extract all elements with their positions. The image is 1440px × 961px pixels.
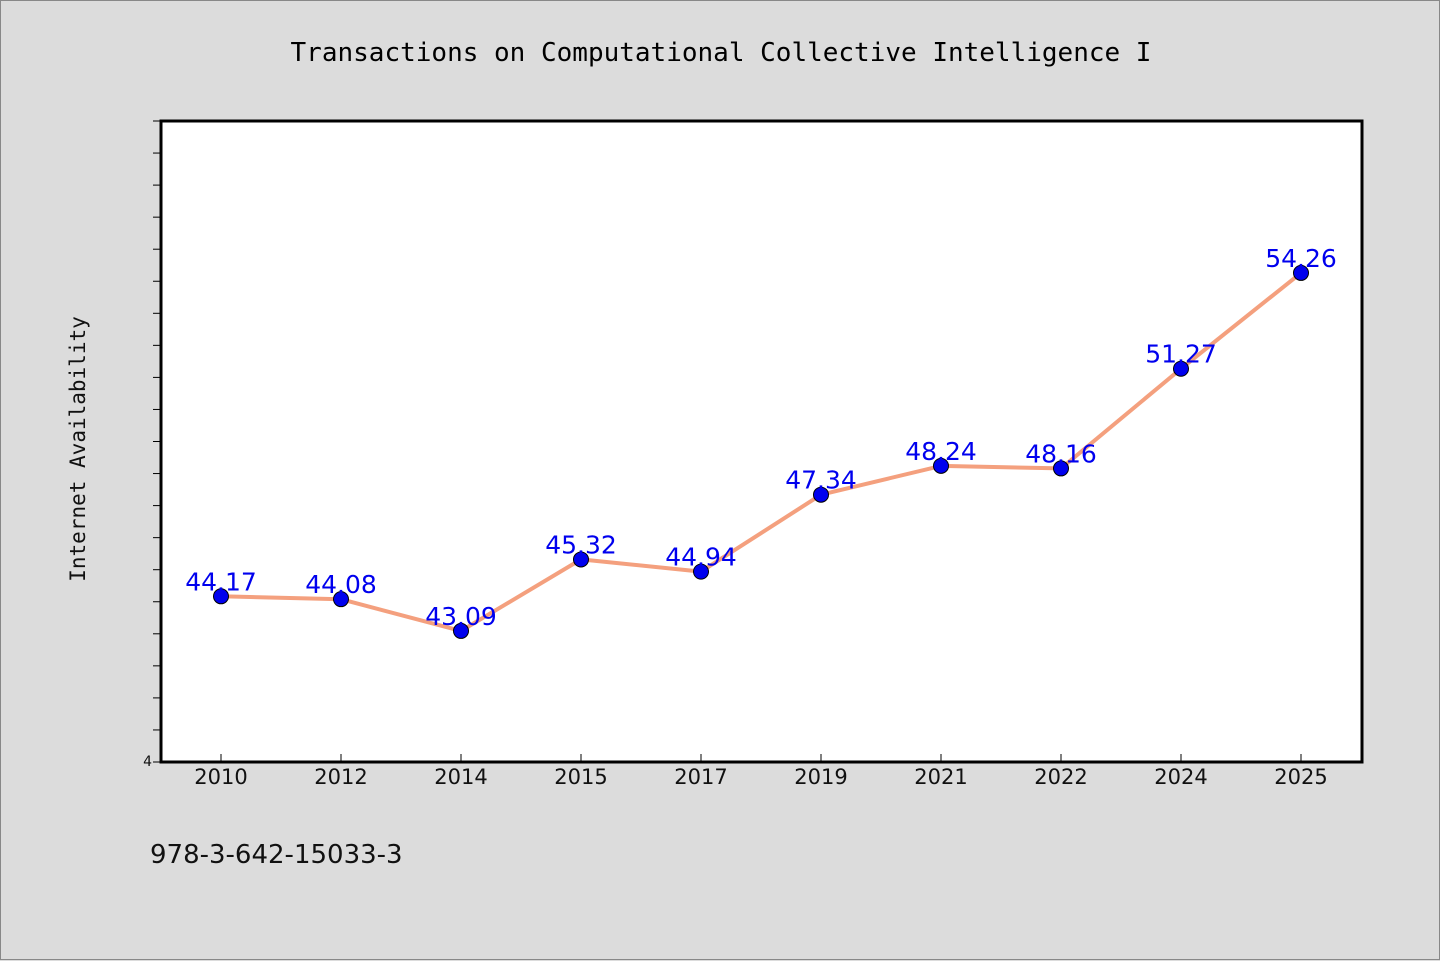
y-axis-label: Internet Availability: [66, 316, 90, 582]
data-point: [213, 588, 229, 605]
x-tick-label: 2014: [434, 765, 487, 789]
x-tick-label: 2019: [794, 765, 847, 789]
x-axis: 2010 2012 2014 2015 2017 2019 2021 2022 2024 2025: [194, 754, 1328, 789]
x-tick-label: 2021: [914, 765, 967, 789]
data-label: 44.94: [665, 543, 737, 572]
data-point: [453, 622, 469, 639]
data-points: [213, 264, 1309, 639]
data-label: 43.09: [425, 602, 497, 631]
x-tick-label: 2012: [314, 765, 367, 789]
data-point: [573, 551, 589, 568]
chart-title: Transactions on Computational Collective…: [291, 38, 1152, 68]
data-label: 47.34: [785, 466, 857, 495]
x-tick-label: 2024: [1154, 765, 1207, 789]
data-point: [1293, 264, 1309, 281]
data-label: 48.24: [905, 437, 977, 466]
data-labels: 44.17 44.08 43.09 45.32 44.94 47.34 48.24 48.16…: [185, 244, 1337, 631]
x-tick-label: 2015: [554, 765, 607, 789]
x-tick-label: 2022: [1034, 765, 1087, 789]
data-point: [1173, 360, 1189, 377]
data-point: [933, 457, 949, 474]
data-label: 51.27: [1145, 340, 1217, 369]
plot-border: [159, 119, 1364, 764]
x-tick-label: 2010: [194, 765, 247, 789]
data-point: [333, 591, 349, 608]
x-tick-label: 2025: [1274, 765, 1327, 789]
x-tick-label: 2017: [674, 765, 727, 789]
data-point: [693, 563, 709, 580]
data-point: [813, 486, 829, 503]
data-label: 44.17: [185, 567, 257, 596]
isbn-footer: 978-3-642-15033-3: [150, 840, 403, 870]
series-line: [220, 271, 1303, 633]
plot-area: [161, 121, 1362, 762]
data-label: 48.16: [1025, 439, 1097, 468]
data-label: 44.08: [305, 570, 377, 599]
y-tick-label: 4: [143, 754, 152, 770]
data-point: [1053, 460, 1069, 477]
data-label: 45.32: [545, 530, 617, 559]
data-label: 54.26: [1265, 244, 1337, 273]
